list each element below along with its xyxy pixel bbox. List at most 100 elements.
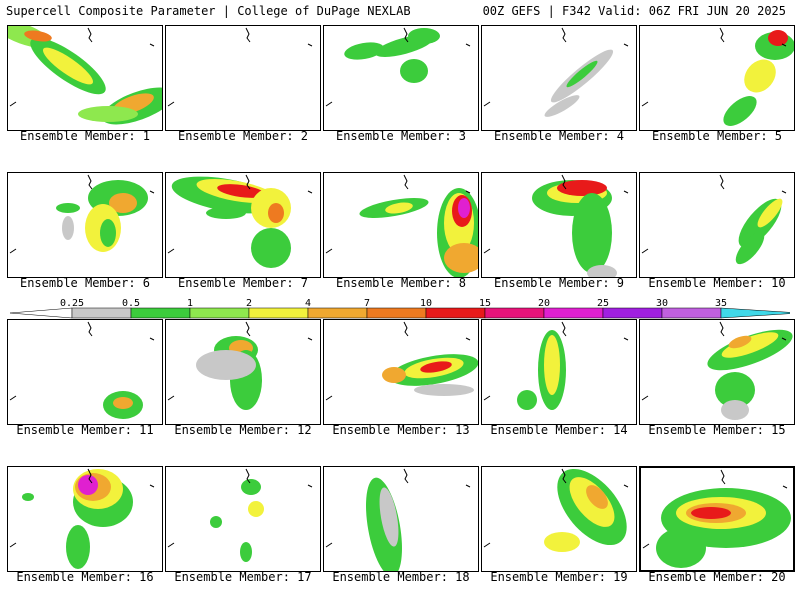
coastline (167, 468, 313, 548)
page-title: Supercell Composite Parameter | College … (6, 4, 411, 18)
member-panel-13[interactable] (323, 319, 479, 425)
scp-contour (572, 193, 612, 273)
member-caption: Ensemble Member: 3 (335, 129, 467, 143)
scp-contour (78, 106, 138, 122)
member-caption: Ensemble Member: 7 (177, 276, 309, 290)
scp-map (483, 27, 629, 117)
coastline (483, 321, 629, 401)
member-panel-6[interactable] (7, 172, 163, 278)
member-panel-19[interactable] (481, 466, 637, 572)
colorbar-tick-label: 25 (596, 298, 610, 309)
scp-contour (721, 332, 779, 358)
member-panel-7[interactable] (165, 172, 321, 278)
member-panel-4[interactable] (481, 25, 637, 131)
scp-map (642, 469, 791, 568)
colorbar-tick-label: 30 (655, 298, 669, 309)
colorbar-segment (130, 307, 191, 319)
member-panel-20[interactable] (639, 466, 795, 572)
scp-contour (217, 184, 265, 198)
member-panel-11[interactable] (7, 319, 163, 425)
member-panel-17[interactable] (165, 466, 321, 572)
member-panel-5[interactable] (639, 25, 795, 131)
scp-contour (382, 367, 406, 383)
scp-contour (379, 487, 399, 547)
scp-contour (109, 193, 137, 213)
scp-contour (735, 231, 765, 265)
member-caption: Ensemble Member: 16 (16, 570, 154, 584)
member-caption: Ensemble Member: 1 (19, 129, 151, 143)
colorbar-tick-label: 1 (186, 298, 194, 309)
scp-contour (400, 59, 428, 83)
scp-contour (251, 228, 291, 268)
coastline (325, 321, 471, 401)
colorbar-segment (307, 307, 368, 319)
colorbar-tick-label: 35 (714, 298, 728, 309)
scp-contour (385, 202, 413, 214)
member-caption: Ensemble Member: 9 (493, 276, 625, 290)
scp-map (483, 321, 629, 410)
scp-contour (721, 400, 749, 420)
colorbar-right-arrow (720, 307, 790, 319)
colorbar-segment (189, 307, 250, 319)
scp-map (483, 174, 629, 277)
scp-map (167, 27, 313, 107)
scp-contour (24, 30, 52, 42)
colorbar-tick-label: 0.25 (59, 298, 85, 309)
scp-contour (723, 96, 757, 126)
colorbar-segment (425, 307, 486, 319)
scp-map (167, 321, 313, 410)
member-panel-18[interactable] (323, 466, 479, 572)
member-panel-1[interactable] (7, 25, 163, 131)
scp-map (325, 174, 478, 277)
member-panel-10[interactable] (639, 172, 795, 278)
coastline (9, 27, 155, 107)
member-panel-9[interactable] (481, 172, 637, 278)
member-panel-12[interactable] (165, 319, 321, 425)
colorbar-segment (71, 307, 132, 319)
coastline (641, 174, 787, 254)
member-panel-15[interactable] (639, 319, 795, 425)
member-caption: Ensemble Member: 17 (174, 570, 312, 584)
member-caption: Ensemble Member: 8 (335, 276, 467, 290)
scp-contour (43, 47, 93, 85)
member-caption: Ensemble Member: 19 (490, 570, 628, 584)
scp-contour (66, 525, 90, 569)
colorbar-tick-label: 0.5 (121, 298, 141, 309)
scp-map (483, 468, 629, 552)
member-caption: Ensemble Member: 20 (648, 570, 786, 584)
scp-map (9, 468, 155, 569)
member-caption: Ensemble Member: 15 (648, 423, 786, 437)
coastline (641, 321, 787, 401)
scp-contour (656, 528, 706, 568)
scp-map (325, 27, 471, 107)
scp-contour (691, 507, 731, 519)
scp-contour (22, 493, 34, 501)
coastline (325, 174, 471, 254)
scp-contour (408, 28, 440, 44)
member-panel-8[interactable] (323, 172, 479, 278)
scp-contour (248, 501, 264, 517)
member-caption: Ensemble Member: 5 (651, 129, 783, 143)
member-panel-3[interactable] (323, 25, 479, 131)
scp-contour (56, 203, 80, 213)
colorbar-tick-label: 15 (478, 298, 492, 309)
scp-contour (206, 207, 246, 219)
scp-map (641, 174, 787, 265)
member-panel-16[interactable] (7, 466, 163, 572)
scp-contour (344, 42, 384, 60)
scp-contour (757, 198, 783, 228)
scp-contour (458, 198, 470, 218)
scp-contour (420, 361, 452, 373)
colorbar-tick-label: 20 (537, 298, 551, 309)
coastline (9, 468, 155, 548)
member-panel-2[interactable] (165, 25, 321, 131)
scp-map (8, 26, 162, 125)
scp-contour (544, 335, 560, 395)
coastline (9, 321, 155, 401)
member-panel-14[interactable] (481, 319, 637, 425)
scp-contour (196, 350, 256, 380)
coastline (642, 469, 788, 549)
member-caption: Ensemble Member: 10 (648, 276, 786, 290)
scp-contour (517, 390, 537, 410)
scp-map (9, 321, 155, 419)
